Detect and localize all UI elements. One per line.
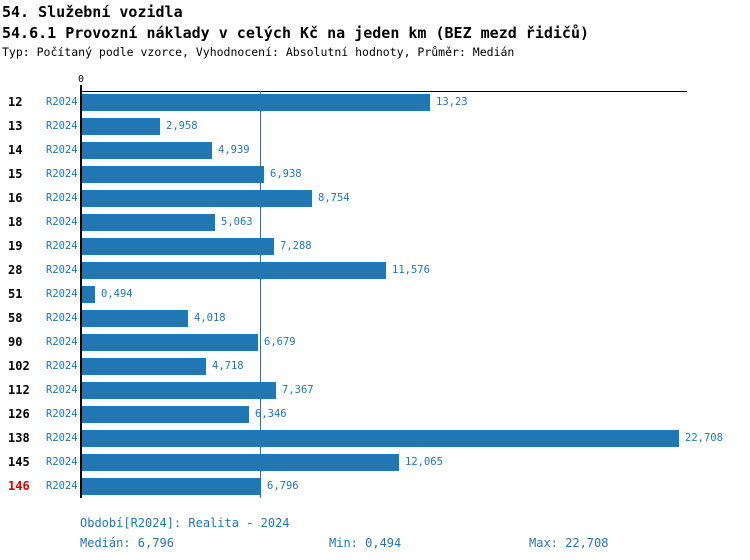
footer-period-note: Období[R2024]: Realita - 2024 [80, 516, 290, 530]
row-category-label: 28 [8, 263, 23, 277]
row-category-label: 18 [8, 215, 23, 229]
row-period-label: R2024 [46, 96, 78, 108]
bar [82, 310, 188, 327]
row-category-label: 145 [8, 455, 30, 469]
bar-value-label: 7,367 [282, 384, 314, 396]
row-period-label: R2024 [46, 480, 78, 492]
row-period-label: R2024 [46, 288, 78, 300]
row-category-label: 19 [8, 239, 23, 253]
row-period-label: R2024 [46, 264, 78, 276]
bar-row: 51 R2024 0,494 [0, 286, 750, 303]
row-category-label: 13 [8, 119, 23, 133]
row-period-label: R2024 [46, 384, 78, 396]
row-category-label: 58 [8, 311, 23, 325]
row-period-label: R2024 [46, 168, 78, 180]
row-period-label: R2024 [46, 312, 78, 324]
bar-value-label: 12,065 [405, 456, 443, 468]
bar-value-label: 6,938 [270, 168, 302, 180]
bar-row: 58 R2024 4,018 [0, 310, 750, 327]
bar [82, 286, 95, 303]
bar-row: 112 R2024 7,367 [0, 382, 750, 399]
row-period-label: R2024 [46, 144, 78, 156]
bar-value-label: 8,754 [318, 192, 350, 204]
bar [82, 142, 212, 159]
bar [82, 118, 160, 135]
bar [82, 478, 261, 495]
bar-value-label: 4,718 [212, 360, 244, 372]
bar [82, 94, 430, 111]
row-category-label: 138 [8, 431, 30, 445]
row-category-label: 102 [8, 359, 30, 373]
median-line [260, 91, 261, 498]
row-period-label: R2024 [46, 408, 78, 420]
x-axis-line [80, 91, 687, 92]
bar-row: 13 R2024 2,958 [0, 118, 750, 135]
footer-min: Min: 0,494 [329, 536, 402, 550]
bar-row: 90 R2024 6,679 [0, 334, 750, 351]
bar [82, 406, 249, 423]
row-period-label: R2024 [46, 456, 78, 468]
row-category-label: 146 [8, 479, 30, 493]
row-category-label: 12 [8, 95, 23, 109]
bar [82, 382, 276, 399]
bar-value-label: 4,939 [218, 144, 250, 156]
bar-row: 16 R2024 8,754 [0, 190, 750, 207]
row-period-label: R2024 [46, 192, 78, 204]
row-period-label: R2024 [46, 360, 78, 372]
bar-row: 14 R2024 4,939 [0, 142, 750, 159]
bar [82, 358, 206, 375]
bar-value-label: 6,679 [264, 336, 296, 348]
bar [82, 454, 399, 471]
bar-row: 145 R2024 12,065 [0, 454, 750, 471]
bar-value-label: 4,018 [194, 312, 226, 324]
bar-value-label: 6,796 [267, 480, 299, 492]
row-period-label: R2024 [46, 216, 78, 228]
footer-max: Max: 22,708 [529, 536, 609, 550]
bar-value-label: 13,23 [436, 96, 468, 108]
row-period-label: R2024 [46, 336, 78, 348]
row-period-label: R2024 [46, 432, 78, 444]
bar [82, 334, 258, 351]
bar-value-label: 22,708 [685, 432, 723, 444]
bar-row: 12 R2024 13,23 [0, 94, 750, 111]
row-category-label: 112 [8, 383, 30, 397]
bar [82, 190, 312, 207]
bar-value-label: 2,958 [166, 120, 198, 132]
bar-value-label: 0,494 [101, 288, 133, 300]
bar-row: 138 R2024 22,708 [0, 430, 750, 447]
row-period-label: R2024 [46, 240, 78, 252]
row-category-label: 16 [8, 191, 23, 205]
y-axis-line [80, 85, 82, 498]
row-category-label: 14 [8, 143, 23, 157]
bar-row: 19 R2024 7,288 [0, 238, 750, 255]
row-period-label: R2024 [46, 120, 78, 132]
bar-row: 28 R2024 11,576 [0, 262, 750, 279]
page-subtitle: 54.6.1 Provozní náklady v celých Kč na j… [2, 24, 589, 42]
bar [82, 262, 386, 279]
bar [82, 214, 215, 231]
chart-meta: Typ: Počítaný podle vzorce, Vyhodnocení:… [2, 45, 515, 59]
row-category-label: 90 [8, 335, 23, 349]
bar-row: 126 R2024 6,346 [0, 406, 750, 423]
bar-row: 102 R2024 4,718 [0, 358, 750, 375]
row-category-label: 51 [8, 287, 23, 301]
bar-value-label: 7,288 [280, 240, 312, 252]
bar [82, 166, 264, 183]
zero-tick-label: 0 [77, 74, 85, 85]
row-category-label: 126 [8, 407, 30, 421]
bar-value-label: 6,346 [255, 408, 287, 420]
footer-median: Medián: 6,796 [80, 536, 174, 550]
row-category-label: 15 [8, 167, 23, 181]
bar [82, 430, 679, 447]
bar-value-label: 5,063 [221, 216, 253, 228]
bar-row: 18 R2024 5,063 [0, 214, 750, 231]
bar-row: 146 R2024 6,796 [0, 478, 750, 495]
bar-row: 15 R2024 6,938 [0, 166, 750, 183]
bar [82, 238, 274, 255]
page-title: 54. Služební vozidla [2, 3, 183, 21]
bar-value-label: 11,576 [392, 264, 430, 276]
